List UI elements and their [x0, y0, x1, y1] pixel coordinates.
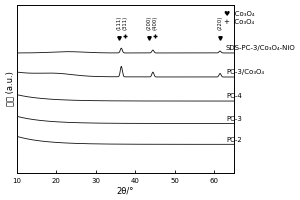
Text: PC-3/Co₃O₄: PC-3/Co₃O₄ — [226, 69, 264, 75]
Text: (220): (220) — [218, 15, 223, 30]
Text: (400): (400) — [152, 15, 158, 30]
X-axis label: 2θ/°: 2θ/° — [117, 186, 134, 195]
Text: (111): (111) — [117, 15, 122, 30]
Text: (200): (200) — [146, 15, 152, 30]
Text: PC-2: PC-2 — [226, 137, 242, 143]
Text: PC-4: PC-4 — [226, 93, 242, 99]
Text: ♥  Co₃O₄: ♥ Co₃O₄ — [224, 11, 255, 17]
Text: SDS-PC-3/Co₃O₄-NiO: SDS-PC-3/Co₃O₄-NiO — [226, 45, 296, 51]
Text: PC-3: PC-3 — [226, 116, 242, 122]
Y-axis label: 強度 (a.u.): 強度 (a.u.) — [5, 72, 14, 106]
Text: (311): (311) — [123, 15, 128, 30]
Text: +  Co₃O₄: + Co₃O₄ — [224, 19, 254, 25]
